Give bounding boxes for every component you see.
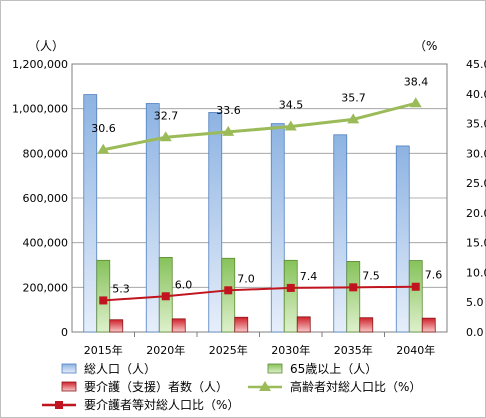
left-tick-label: 1,200,000 xyxy=(12,58,68,71)
bar-care-needed xyxy=(109,319,124,333)
line-elderly-ratio xyxy=(102,101,417,152)
right-tick-label: 25.0 xyxy=(466,177,486,190)
category-label: 2025年 xyxy=(209,343,248,357)
legend-swatch-total-population xyxy=(61,363,77,374)
triangle-marker xyxy=(159,131,172,142)
right-axis-unit: （% xyxy=(414,39,437,53)
data-label-care-ratio: 7.0 xyxy=(237,272,255,285)
triangle-marker xyxy=(222,125,235,136)
left-tick-label: 600,000 xyxy=(23,192,69,205)
bar-65-plus xyxy=(346,261,361,333)
bar-total-population xyxy=(395,145,410,333)
bar-total-population xyxy=(145,103,160,333)
lines xyxy=(97,97,422,305)
data-label-care-ratio: 6.0 xyxy=(175,278,193,291)
bar-care-needed xyxy=(234,316,249,333)
data-label-elderly-ratio: 32.7 xyxy=(154,109,179,122)
category-label: 2040年 xyxy=(396,343,435,357)
bar-65-plus xyxy=(283,259,298,333)
data-label-care-ratio: 7.4 xyxy=(300,270,318,283)
line-care-ratio xyxy=(103,285,416,302)
bars xyxy=(83,94,436,333)
right-tick-label: 20.0 xyxy=(466,207,486,220)
data-label-elderly-ratio: 33.6 xyxy=(216,104,241,117)
bar-care-needed xyxy=(296,316,311,333)
legend-triangle-icon xyxy=(259,381,271,391)
left-tick-label: 400,000 xyxy=(23,237,69,250)
right-tick-label: 45.0 xyxy=(466,58,486,71)
legend-swatch-65-plus xyxy=(267,363,283,374)
legend-label-total-population: 総人口（人） xyxy=(84,362,156,376)
legend-label-care-needed: 要介護（支援）者数（人） xyxy=(84,379,228,394)
bar-care-needed xyxy=(359,317,374,333)
data-label-care-ratio: 7.6 xyxy=(425,269,443,282)
legend-square-icon xyxy=(55,401,63,409)
square-marker xyxy=(99,296,108,305)
left-axis-unit: （人） xyxy=(28,39,64,53)
data-label-elderly-ratio: 34.5 xyxy=(279,99,304,112)
legend-swatch-care-needed xyxy=(61,381,77,392)
legend-label-elderly-ratio: 高齢者対総人口比（%） xyxy=(290,379,421,394)
category-label: 2035年 xyxy=(334,343,373,357)
data-labels: 30.6 32.7 33.6 34.5 35.7 38.4 5.3 6.0 7.0 7.4 7.5 7… xyxy=(91,75,442,295)
square-marker xyxy=(286,283,295,292)
right-tick-label: 0.0 xyxy=(466,326,484,339)
left-tick-label: 1,000,000 xyxy=(12,103,68,116)
square-marker xyxy=(161,292,170,301)
square-marker xyxy=(224,286,233,295)
square-marker xyxy=(411,282,420,291)
bar-65-plus xyxy=(96,259,111,333)
category-label: 2030年 xyxy=(271,343,310,357)
legend: 総人口（人） 65歳以上（人） 要介護（支援）者数（人） 高齢者対総人口比（%）… xyxy=(42,362,421,412)
bar-65-plus xyxy=(408,260,423,333)
triangle-marker xyxy=(97,143,110,154)
bar-total-population xyxy=(83,94,98,333)
bar-total-population xyxy=(333,134,348,333)
bar-65-plus xyxy=(221,257,236,333)
category-label: 2020年 xyxy=(146,343,185,357)
bar-total-population xyxy=(208,112,223,333)
data-label-elderly-ratio: 38.4 xyxy=(404,75,429,88)
right-tick-label: 35.0 xyxy=(466,118,486,131)
triangle-marker xyxy=(347,113,360,124)
right-tick-label: 40.0 xyxy=(466,88,486,101)
data-label-care-ratio: 5.3 xyxy=(112,282,130,295)
right-tick-label: 5.0 xyxy=(466,296,484,309)
data-label-elderly-ratio: 30.6 xyxy=(91,122,116,135)
triangle-marker xyxy=(284,120,297,131)
legend-label-care-ratio: 要介護者等対総人口比（%） xyxy=(84,397,239,412)
legend-label-65-plus: 65歳以上（人） xyxy=(290,362,377,376)
gridlines xyxy=(72,108,447,288)
right-tick-label: 15.0 xyxy=(466,237,486,250)
data-label-elderly-ratio: 35.7 xyxy=(341,91,366,104)
axes: （人） （% 0 200,000 400,000 600,000 800,000 1,00… xyxy=(12,39,486,357)
right-tick-label: 30.0 xyxy=(466,147,486,160)
bar-total-population xyxy=(270,123,285,333)
bar-care-needed xyxy=(421,317,436,333)
triangle-marker xyxy=(409,97,422,108)
left-tick-label: 200,000 xyxy=(23,281,69,294)
right-tick-label: 10.0 xyxy=(466,266,486,279)
bar-care-needed xyxy=(171,318,186,333)
data-label-care-ratio: 7.5 xyxy=(362,269,380,282)
left-tick-label: 800,000 xyxy=(23,147,69,160)
square-marker xyxy=(349,283,358,292)
left-tick-label: 0 xyxy=(61,326,68,339)
category-label: 2015年 xyxy=(84,343,123,357)
